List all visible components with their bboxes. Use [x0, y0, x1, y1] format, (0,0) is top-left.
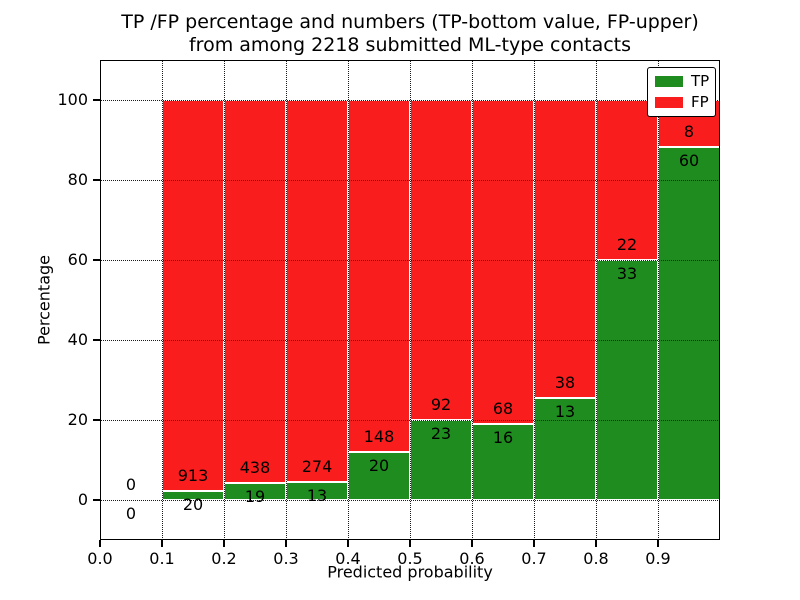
- x-tick: [347, 540, 349, 547]
- bar-segment-tp: [596, 260, 658, 500]
- annotation-fp-count: 438: [239, 458, 271, 478]
- bar-segment-fp: [348, 100, 410, 453]
- chart-title-line2: from among 2218 submitted ML-type contac…: [188, 34, 632, 56]
- annotation-tp-count: 16: [492, 427, 514, 447]
- gridline-vertical: [471, 60, 473, 540]
- gridline-vertical: [657, 60, 659, 540]
- y-tick: [93, 499, 100, 501]
- x-tick-label: 0.8: [583, 549, 609, 568]
- annotation-fp-count: 68: [492, 398, 514, 418]
- annotation-tp-count: 13: [554, 402, 576, 422]
- y-tick-label: 60: [67, 250, 88, 269]
- x-tick-label: 0.9: [645, 549, 671, 568]
- legend-label-tp: TP: [691, 72, 710, 90]
- gridline-vertical: [347, 60, 349, 540]
- gridline-horizontal: [100, 419, 720, 421]
- x-tick: [223, 540, 225, 547]
- bar-segment-tp: [472, 423, 534, 500]
- annotation-tp-count: 60: [678, 151, 700, 171]
- bar-segment-tp: [534, 398, 596, 500]
- annotation-tp-count: 23: [430, 424, 452, 443]
- gridline-horizontal: [100, 499, 720, 501]
- y-axis-label: Percentage: [34, 254, 54, 346]
- bar-segment-fp: [534, 100, 596, 399]
- gridline-vertical: [161, 60, 163, 540]
- bar-segment-tp: [348, 452, 410, 500]
- x-tick-label: 0.4: [335, 549, 361, 568]
- legend-box: TP FP: [647, 67, 716, 117]
- x-tick-label: 0.2: [211, 549, 237, 568]
- annotation-tp-count: 20: [368, 456, 390, 476]
- legend-item-tp: TP: [655, 74, 709, 89]
- annotation-fp-count: 38: [554, 373, 576, 393]
- y-tick-label: 20: [67, 410, 88, 429]
- gridline-horizontal: [100, 339, 720, 341]
- bar-segment-tp: [658, 147, 720, 500]
- y-tick: [93, 179, 100, 181]
- x-tick: [595, 540, 597, 547]
- gridline-vertical: [285, 60, 287, 540]
- annotation-fp-count: 274: [301, 456, 333, 476]
- plot-area: 0 0 913 20 438 19 274 13 148 20 92 23 68 16 38 13 22 33 8 6…: [100, 60, 720, 540]
- annotation-tp-count: 13: [306, 485, 328, 505]
- x-tick-label: 0.5: [397, 549, 423, 568]
- y-tick: [93, 259, 100, 261]
- annotation-tp-count: 19: [244, 487, 266, 507]
- x-axis-label: Predicted probability: [327, 562, 493, 582]
- gridline-vertical: [533, 60, 535, 540]
- x-tick-label: 0.0: [87, 549, 113, 568]
- x-tick: [471, 540, 473, 547]
- x-tick-label: 0.1: [149, 549, 175, 568]
- bar-segment-fp: [286, 100, 348, 482]
- y-tick-label: 40: [67, 330, 88, 349]
- x-tick: [161, 540, 163, 547]
- y-tick: [93, 339, 100, 341]
- annotation-tp-count: 33: [616, 264, 638, 283]
- y-tick: [93, 99, 100, 101]
- annotation-tp-count: 0: [125, 504, 137, 523]
- x-tick: [533, 540, 535, 547]
- chart-title-line1: TP /FP percentage and numbers (TP-bottom…: [121, 11, 699, 33]
- bar-segment-tp: [410, 420, 472, 500]
- annotation-fp-count: 22: [616, 235, 638, 254]
- annotation-tp-count: 20: [182, 495, 204, 515]
- x-tick: [409, 540, 411, 547]
- y-tick-label: 0: [77, 490, 88, 509]
- bar-segment-fp: [162, 100, 224, 492]
- x-tick: [657, 540, 659, 547]
- annotation-fp-count: 148: [363, 427, 395, 447]
- gridline-vertical: [223, 60, 225, 540]
- gridline-vertical: [409, 60, 411, 540]
- x-tick-label: 0.6: [459, 549, 485, 568]
- legend-label-fp: FP: [691, 93, 709, 111]
- gridline-vertical: [595, 60, 597, 540]
- y-tick: [93, 419, 100, 421]
- annotation-fp-count: 92: [430, 395, 452, 414]
- legend-swatch-fp: [655, 97, 683, 108]
- x-tick: [285, 540, 287, 547]
- x-tick-label: 0.7: [521, 549, 547, 568]
- chart-title: TP /FP percentage and numbers (TP-bottom…: [100, 11, 720, 57]
- legend-swatch-tp: [655, 76, 683, 87]
- y-tick-label: 100: [57, 90, 88, 109]
- x-tick-label: 0.3: [273, 549, 299, 568]
- y-tick-label: 80: [67, 170, 88, 189]
- x-tick: [99, 540, 101, 547]
- gridline-horizontal: [100, 99, 720, 101]
- gridline-horizontal: [100, 259, 720, 261]
- annotation-fp-count: 0: [125, 475, 137, 494]
- annotation-fp-count: 8: [683, 122, 695, 142]
- bar-segment-fp: [224, 100, 286, 484]
- legend-item-fp: FP: [655, 95, 709, 110]
- annotation-fp-count: 913: [177, 466, 209, 486]
- gridline-horizontal: [100, 179, 720, 181]
